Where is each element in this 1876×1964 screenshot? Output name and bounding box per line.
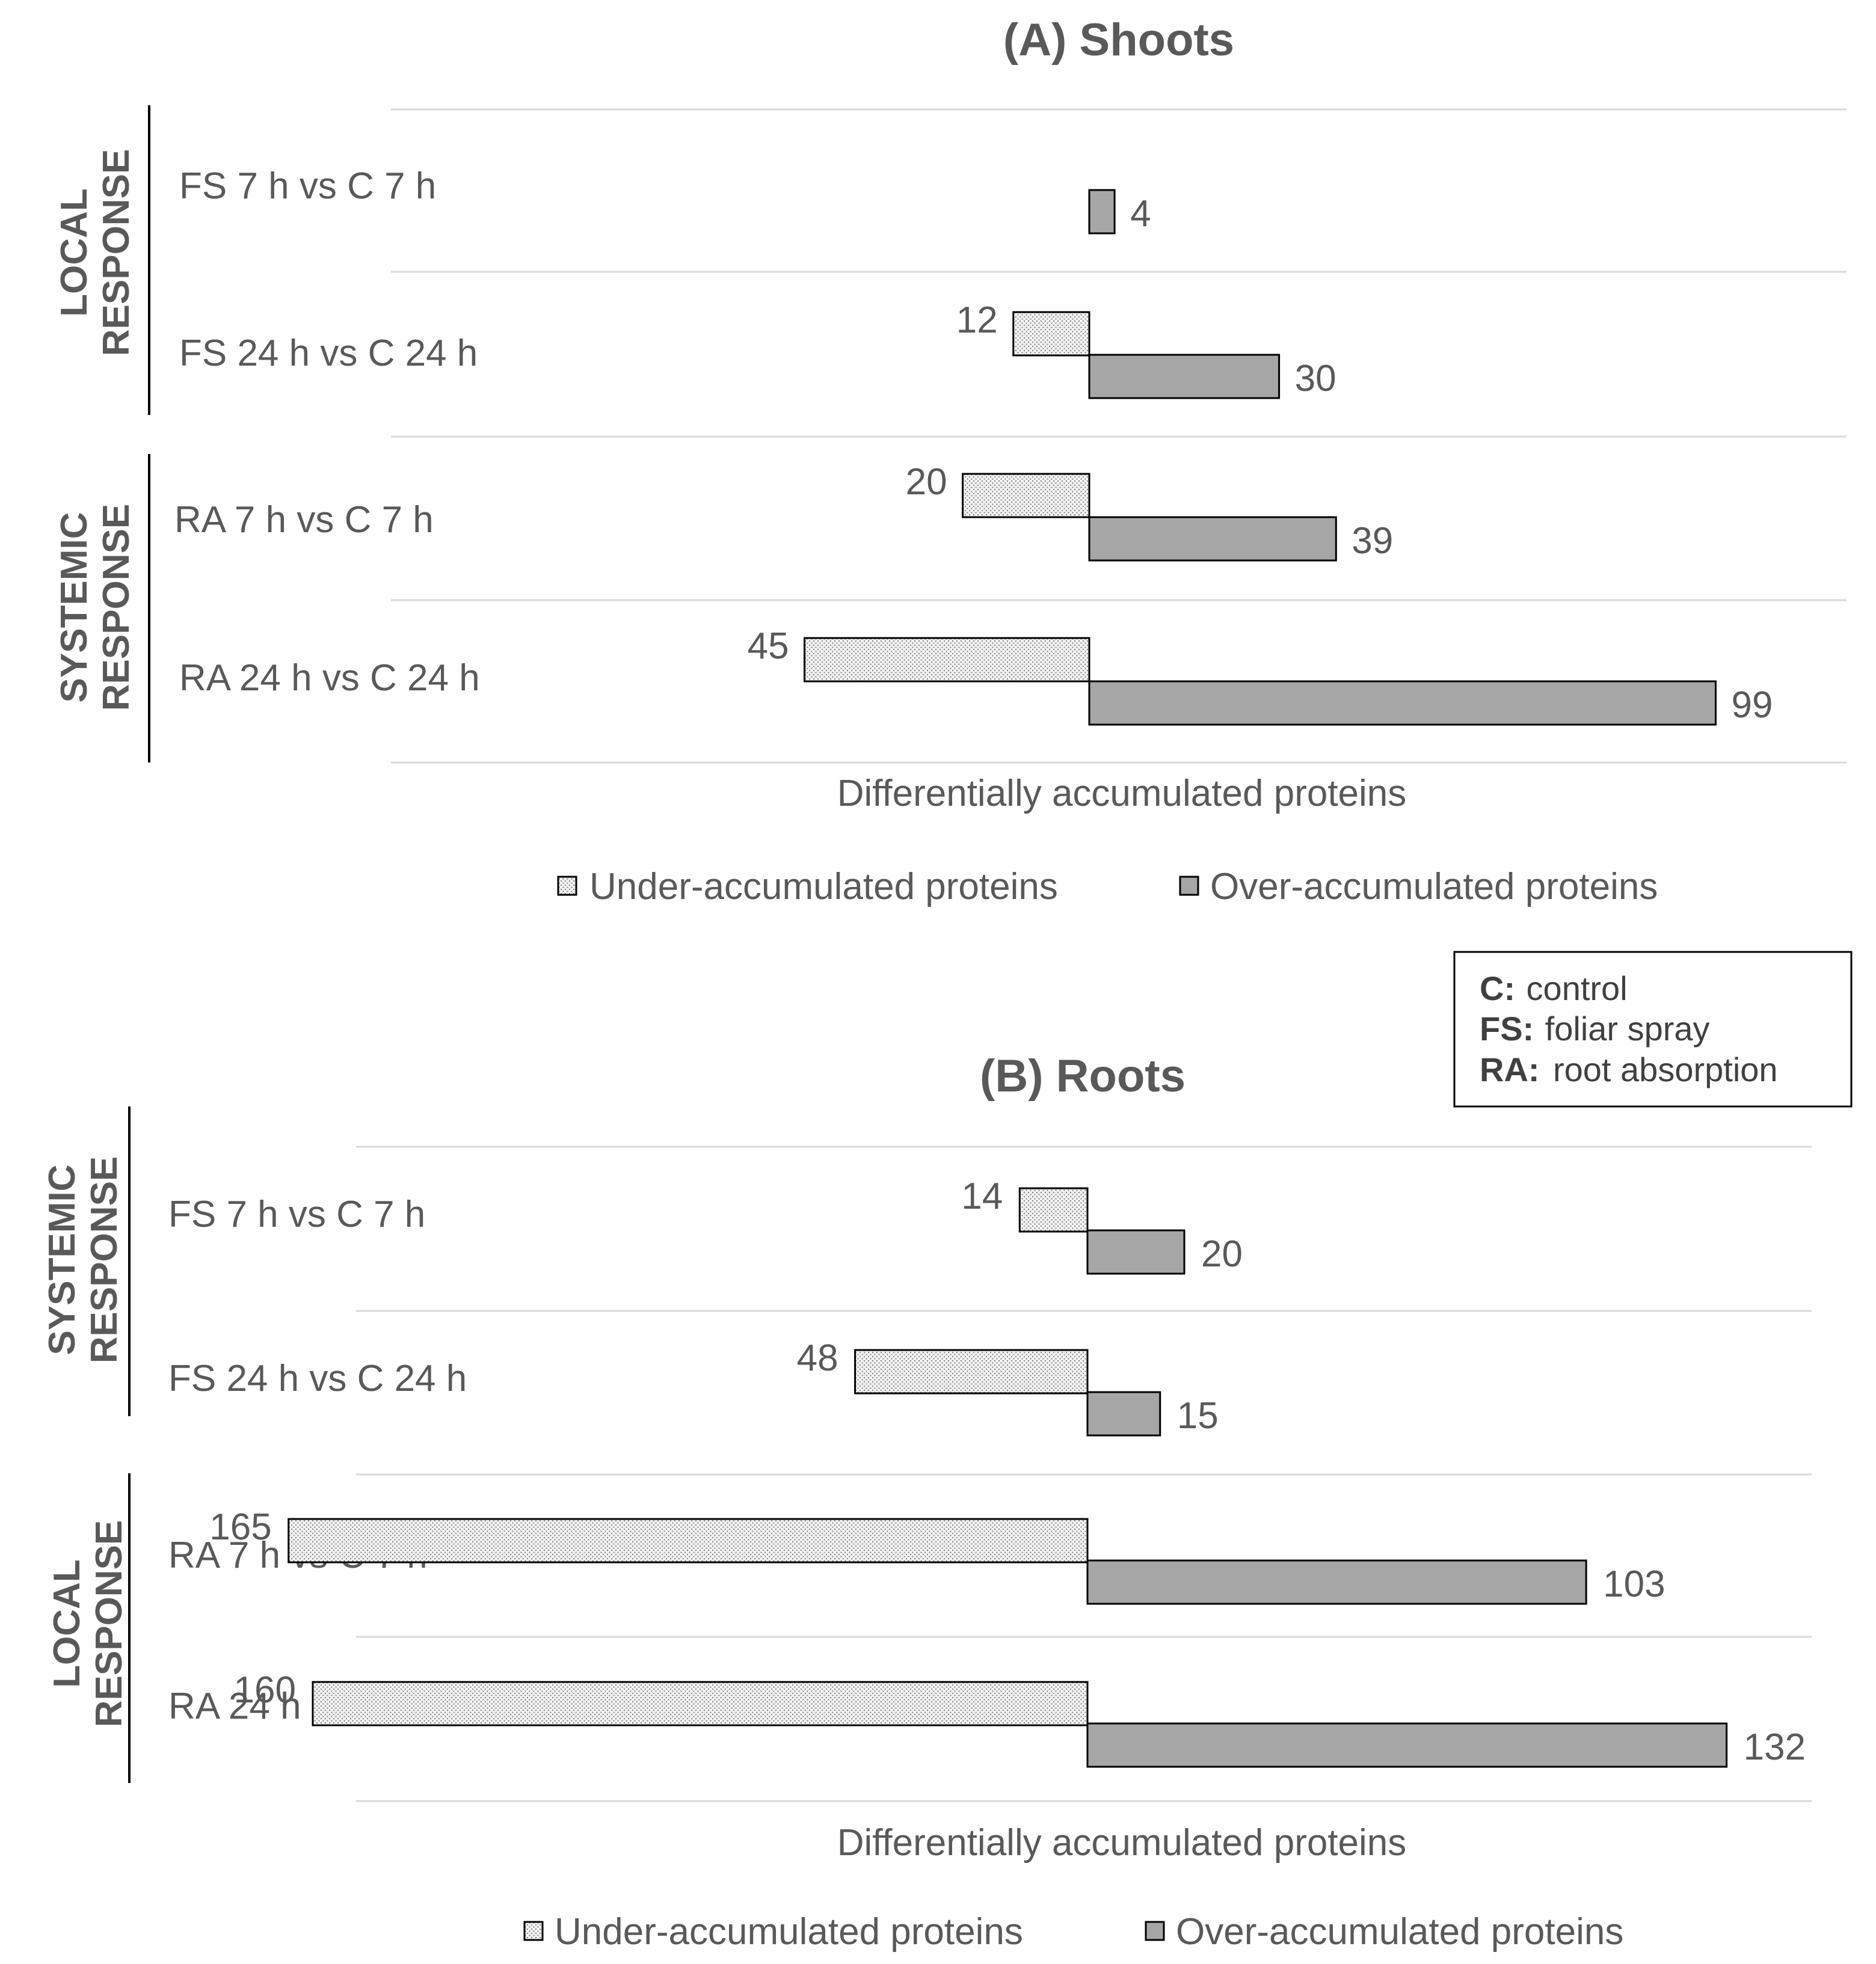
x-axis-label: Differentially accumulated proteins <box>837 1822 1407 1864</box>
chart-title: (A) Shoots <box>1003 14 1234 66</box>
group-label-systemic: SYSTEMIC RESPONSE <box>42 1156 125 1364</box>
bar-over <box>1086 1722 1728 1768</box>
bar-under <box>962 473 1090 518</box>
bar-over <box>1088 189 1116 235</box>
bar-over <box>1088 354 1281 399</box>
abbreviation-box: C: control FS: foliar spray RA: root abs… <box>1453 951 1853 1108</box>
bar-over <box>1086 1559 1587 1605</box>
bar-under <box>1012 311 1090 357</box>
abbreviation-item: C: control <box>1480 969 1628 1007</box>
category-labels: FS 7 h vs C 7 h FS 24 h vs C 24 h RA 7 h… <box>174 165 480 699</box>
data-label-under: 160 <box>234 1669 296 1711</box>
group-label-line: LOCAL <box>54 188 95 317</box>
group-label-line: LOCAL <box>46 1559 88 1688</box>
data-label-over: 4 <box>1130 193 1151 235</box>
abbreviation-value: root absorption <box>1553 1051 1778 1088</box>
data-label-under: 165 <box>209 1506 271 1548</box>
group-label-line: RESPONSE <box>96 149 137 357</box>
group-label-systemic: SYSTEMIC RESPONSE <box>54 504 137 711</box>
shoots-chart: (A) Shoots LOCAL RESPONSE SYSTEMIC RESPO… <box>54 14 1847 907</box>
bars: 14 20 48 15 165 103 160 132 <box>209 1176 1806 1768</box>
bar-under <box>312 1681 1089 1726</box>
data-label-under: 48 <box>797 1337 838 1379</box>
legend-swatch-over <box>1179 876 1199 896</box>
category-label: FS 7 h vs C 7 h <box>179 165 436 207</box>
legend-label-over: Over-accumulated proteins <box>1210 866 1658 907</box>
abbreviation-key: RA: <box>1480 1051 1540 1088</box>
group-label-line: RESPONSE <box>84 1156 125 1364</box>
abbreviation-key: FS: <box>1480 1010 1534 1048</box>
data-label-over: 20 <box>1201 1233 1243 1275</box>
group-label-line: SYSTEMIC <box>42 1165 83 1355</box>
data-label-over: 15 <box>1177 1395 1219 1437</box>
bar-under <box>804 637 1090 683</box>
bar-under <box>288 1518 1089 1564</box>
bar-under <box>1018 1187 1089 1233</box>
gridlines <box>356 1146 1812 1802</box>
abbreviation-value: foliar spray <box>1545 1010 1710 1048</box>
data-label-under: 14 <box>961 1176 1003 1217</box>
chart-title: (B) Roots <box>980 1051 1186 1102</box>
data-label-over: 39 <box>1352 520 1393 562</box>
abbreviation-key: C: <box>1480 969 1515 1007</box>
group-label-local: LOCAL RESPONSE <box>54 149 137 357</box>
category-label: FS 24 h vs C 24 h <box>168 1358 467 1399</box>
group-label-line: RESPONSE <box>88 1520 130 1728</box>
abbreviation-item: RA: root absorption <box>1480 1051 1778 1088</box>
abbreviation-item: FS: foliar spray <box>1480 1010 1710 1048</box>
data-label-under: 12 <box>956 299 998 341</box>
category-label: FS 7 h vs C 7 h <box>168 1194 425 1235</box>
abbreviation-value: control <box>1527 969 1628 1007</box>
legend-swatch-under <box>523 1921 544 1941</box>
data-label-over: 30 <box>1295 358 1336 399</box>
legend-label-under: Under-accumulated proteins <box>589 866 1058 907</box>
roots-chart: (B) Roots SYSTEMIC RESPONSE LOCAL RESPON… <box>42 1051 1812 1953</box>
gridlines <box>391 108 1847 764</box>
category-label: RA 24 h vs C 24 h <box>179 657 480 699</box>
category-labels: FS 7 h vs C 7 h FS 24 h vs C 24 h RA 7 h… <box>168 1194 469 1727</box>
bar-over <box>1086 1229 1186 1275</box>
category-label: RA 7 h vs C 7 h <box>174 499 434 541</box>
x-axis-label: Differentially accumulated proteins <box>837 773 1407 814</box>
data-label-over: 99 <box>1731 684 1773 726</box>
legend-swatch-under <box>557 876 577 896</box>
data-label-over: 132 <box>1744 1726 1806 1768</box>
group-label-local: LOCAL RESPONSE <box>46 1520 130 1728</box>
category-label: FS 24 h vs C 24 h <box>179 333 478 374</box>
abbreviation-box-border <box>1453 951 1853 1108</box>
bar-over <box>1088 516 1337 562</box>
group-label-line: RESPONSE <box>96 504 137 711</box>
legend: Under-accumulated proteins Over-accumula… <box>523 1911 1623 1953</box>
data-label-over: 103 <box>1603 1564 1665 1605</box>
legend-swatch-over <box>1145 1921 1165 1941</box>
group-label-line: SYSTEMIC <box>54 512 95 703</box>
legend-label-over: Over-accumulated proteins <box>1176 1911 1623 1953</box>
bar-over <box>1086 1391 1161 1437</box>
bar-over <box>1088 680 1717 726</box>
data-label-under: 45 <box>748 625 789 667</box>
legend-label-under: Under-accumulated proteins <box>555 1911 1023 1953</box>
bar-under <box>854 1349 1089 1395</box>
data-label-under: 20 <box>906 461 947 503</box>
legend: Under-accumulated proteins Over-accumula… <box>557 866 1658 907</box>
bars: 4 12 30 20 39 45 99 <box>748 189 1773 726</box>
